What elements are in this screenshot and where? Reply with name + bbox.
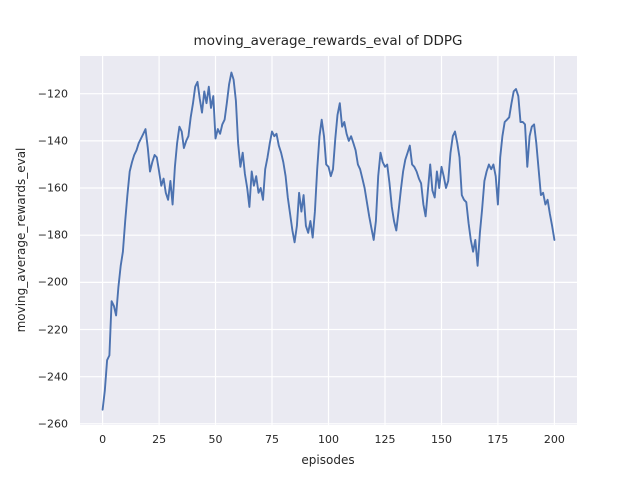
- y-tick-label: −260: [37, 417, 68, 431]
- reward-line: [101, 71, 556, 411]
- x-tick-label: 175: [487, 433, 509, 446]
- y-tick-label: −160: [37, 181, 68, 195]
- y-tick-label: −240: [37, 370, 68, 384]
- chart-title: moving_average_rewards_eval of DDPG: [193, 33, 463, 49]
- y-tick-label: −140: [37, 134, 68, 148]
- x-tick-label: 125: [374, 433, 396, 446]
- x-tick-label: 200: [543, 433, 565, 446]
- y-tick-label: −180: [37, 228, 68, 242]
- y-tick-label: −120: [37, 87, 68, 101]
- y-tick-label: −200: [37, 275, 68, 289]
- x-tick-label: 100: [318, 433, 339, 446]
- x-tick-label: 150: [431, 433, 452, 446]
- x-tick-label: 50: [208, 433, 223, 446]
- y-tick-label: −220: [37, 323, 68, 336]
- x-tick-label: 25: [152, 433, 167, 446]
- x-axis-label: episodes: [301, 453, 355, 467]
- x-tick-label: 0: [99, 433, 107, 446]
- x-tick-label: 75: [265, 433, 279, 446]
